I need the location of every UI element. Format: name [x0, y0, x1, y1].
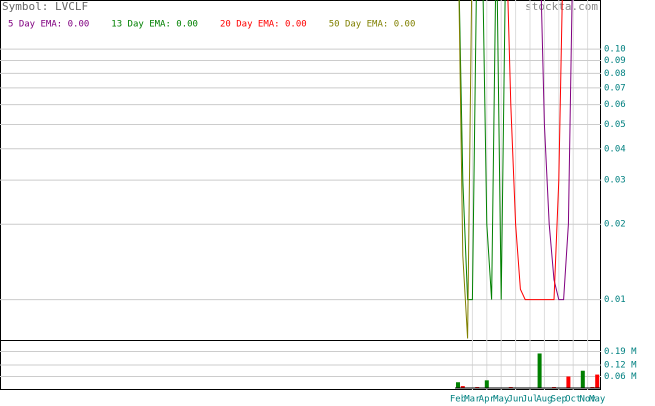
volume-bar — [580, 370, 585, 388]
legend-entry: 13 Day EMA: 0.00 — [111, 20, 198, 30]
volume-bar — [460, 386, 465, 388]
y-tick-label: 0.05 — [604, 120, 626, 130]
legend-entry: 5 Day EMA: 0.00 — [8, 20, 89, 30]
y-tick-label: 0.08 — [604, 69, 626, 79]
volume-bar — [566, 376, 571, 388]
y-tick-label: 0.09 — [604, 56, 626, 66]
y-tick-label: 0.06 M — [604, 372, 637, 382]
x-tick-label: Apr — [479, 395, 496, 405]
y-tick-label: 0.06 — [604, 100, 626, 110]
legend-entry: 50 Day EMA: 0.00 — [329, 20, 416, 30]
y-tick-label: 0.03 — [604, 176, 626, 186]
y-tick-label: 0.10 — [604, 45, 626, 55]
x-tick-label: Oct — [565, 395, 581, 405]
x-tick-label: Jul — [522, 395, 538, 405]
x-tick-label: Nov — [579, 395, 595, 405]
volume-bar — [484, 380, 489, 388]
y-tick-label: 0.19 M — [604, 347, 637, 357]
x-tick-label: Mar — [464, 395, 481, 405]
x-tick-label: Aug — [536, 395, 552, 405]
volume-bar — [537, 353, 542, 388]
ema-line — [507, 0, 563, 301]
chart-title: Symbol: LVCLF — [2, 0, 88, 13]
y-tick-label: 0.04 — [604, 144, 626, 154]
x-tick-label: Jun — [507, 395, 523, 405]
volume-bar — [456, 382, 460, 388]
y-tick-label: 0.01 — [604, 295, 626, 305]
y-tick-label: 0.02 — [604, 220, 626, 230]
legend-entry: 20 Day EMA: 0.00 — [220, 20, 307, 30]
x-tick-label: Sep — [551, 395, 567, 405]
x-tick-label: Feb — [450, 395, 466, 405]
y-tick-label: 0.07 — [604, 83, 626, 93]
y-tick-label: 0.12 M — [604, 360, 637, 370]
volume-bar — [595, 374, 600, 388]
x-tick-label: May — [589, 395, 606, 405]
plot-border — [0, 0, 601, 390]
x-tick-label: May — [493, 395, 510, 405]
price-lines — [458, 0, 573, 339]
